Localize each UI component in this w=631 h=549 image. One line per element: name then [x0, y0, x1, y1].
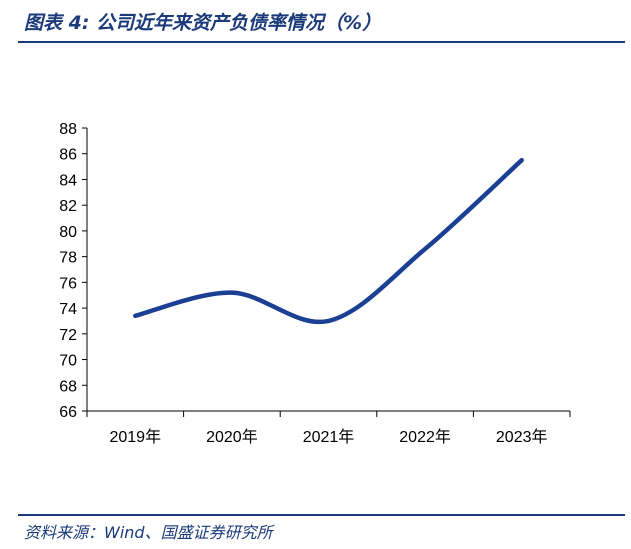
x-tick-label: 2023年 [496, 428, 548, 446]
series-line [133, 157, 524, 325]
x-tick-label: 2021年 [303, 428, 355, 446]
y-tick-label: 72 [59, 327, 77, 344]
y-tick-label: 84 [59, 172, 77, 189]
y-tick-label: 78 [59, 250, 77, 267]
x-tick-label: 2020年 [206, 428, 258, 446]
x-tick-label: 2019年 [109, 428, 161, 446]
x-axis: 2019年 2020年 2021年 2022年 2023年 [86, 410, 571, 446]
y-tick-label: 86 [59, 147, 77, 164]
y-axis: 66 68 70 72 74 76 78 80 82 84 86 88 [59, 121, 88, 421]
source-note: 资料来源：Wind、国盛证券研究所 [24, 523, 273, 542]
chart-title: 图表 4: 公司近年来资产负债率情况（%） [24, 12, 382, 34]
y-tick-label: 76 [59, 275, 77, 292]
y-tick-label: 68 [59, 378, 77, 395]
y-tick-label: 74 [59, 301, 77, 318]
y-tick-label: 88 [59, 121, 77, 138]
series [133, 157, 524, 325]
x-tick-label: 2022年 [399, 428, 451, 446]
y-tick-label: 66 [59, 404, 77, 421]
header-rule [18, 41, 625, 43]
y-tick-label: 80 [59, 224, 77, 241]
y-tick-label: 70 [59, 353, 77, 370]
y-tick-label: 82 [59, 198, 77, 215]
footer-rule [18, 514, 625, 516]
